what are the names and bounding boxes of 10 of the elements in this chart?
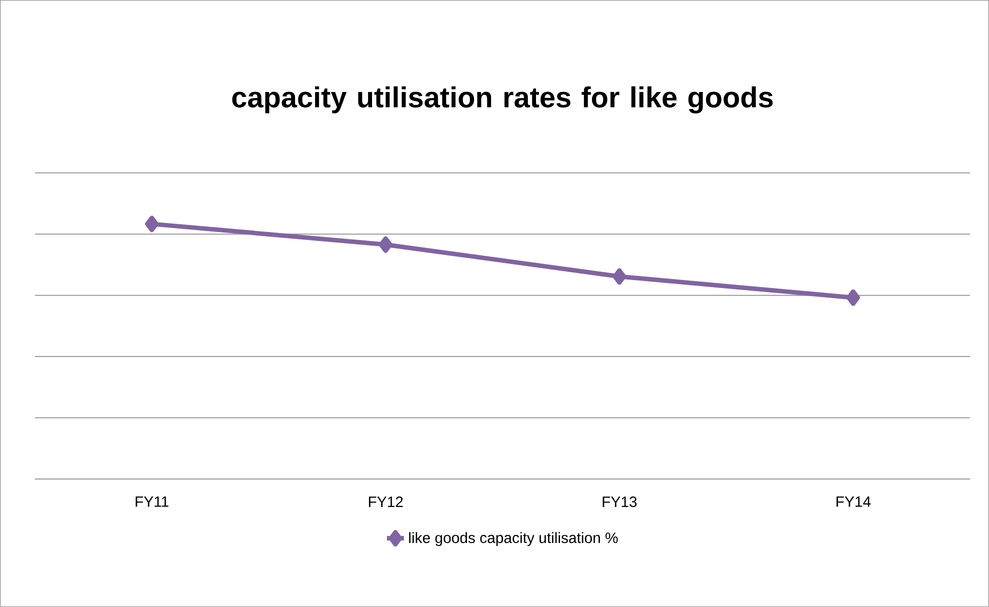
x-tick-label: FY14 (836, 496, 871, 507)
legend-label: like goods capacity utilisation % (409, 532, 618, 546)
point (612, 268, 626, 285)
x-tick-label: FY11 (136, 496, 168, 507)
x-tick-label: FY13 (602, 496, 637, 508)
chart-title: capacity utilisation rates for like goods (232, 86, 773, 114)
point (846, 289, 860, 306)
point (145, 216, 159, 232)
x-tick-label: FY12 (368, 496, 403, 507)
point (378, 236, 392, 253)
